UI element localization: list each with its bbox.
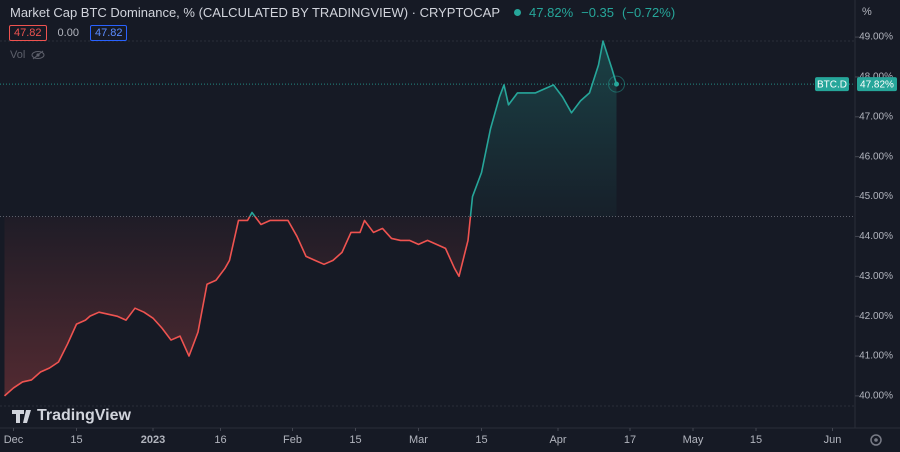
x-tick-label: 15 [750, 434, 762, 446]
area-above-baseline [249, 41, 617, 217]
x-tick-label: 16 [214, 434, 226, 446]
x-tick-label: Apr [549, 434, 566, 446]
unit-label: % [862, 6, 872, 18]
last-point-ring [608, 75, 625, 93]
settings-icon[interactable] [870, 434, 882, 446]
price-boxes: 47.82 0.00 47.82 [9, 25, 128, 41]
brand-logo: TradingView [12, 407, 132, 424]
y-tick-label: 45.00% [859, 191, 893, 202]
series-name-badge [815, 77, 849, 92]
spread-box: 0.00 [57, 27, 79, 39]
series-name: BTC.D [817, 79, 847, 90]
x-tick-label: 2023 [141, 434, 165, 446]
sell-box[interactable]: 47.82 [9, 25, 47, 41]
area-below-baseline [4, 216, 617, 396]
change-percent: (−0.72%) [622, 5, 676, 20]
y-tick-label: 47.00% [859, 111, 893, 122]
symbol-title: Market Cap BTC Dominance, % (CALCULATED … [10, 5, 501, 20]
y-tick-label: 46.00% [859, 151, 893, 162]
plot [0, 40, 855, 397]
x-tick-label: 17 [624, 434, 636, 446]
y-tick-label: 40.00% [859, 391, 893, 402]
last-point [614, 81, 619, 87]
brand-name: TradingView [37, 407, 132, 424]
volume-legend: Vol [10, 49, 45, 61]
last-value-badge [857, 77, 897, 92]
y-tick-label: 43.00% [859, 271, 893, 282]
y-tick-label: 48.00% [859, 72, 893, 83]
y-tick-label: 41.00% [859, 351, 893, 362]
volume-label: Vol [10, 49, 26, 61]
y-tick-label: 42.00% [859, 311, 893, 322]
change: −0.35 [581, 5, 615, 20]
last-price: 47.82% [529, 5, 574, 20]
x-tick-label: May [683, 434, 704, 446]
x-tick-label: 15 [349, 434, 361, 446]
y-tick-label: 44.00% [859, 231, 893, 242]
buy-box[interactable]: 47.82 [89, 25, 128, 41]
x-tick-label: Feb [283, 434, 302, 446]
last-value-label: 47.82% [860, 79, 894, 90]
x-tick-label: Mar [409, 434, 428, 446]
x-tick-label: Jun [824, 434, 842, 446]
x-tick-label: Dec [4, 434, 24, 446]
status-dot [514, 9, 522, 16]
series-line [3, 40, 618, 397]
legend-header: Market Cap BTC Dominance, % (CALCULATED … [10, 5, 675, 20]
y-tick-label: 49.00% [859, 32, 893, 43]
hide-icon[interactable] [31, 50, 45, 60]
x-tick-label: 15 [475, 434, 487, 446]
x-tick-label: 15 [70, 434, 82, 446]
